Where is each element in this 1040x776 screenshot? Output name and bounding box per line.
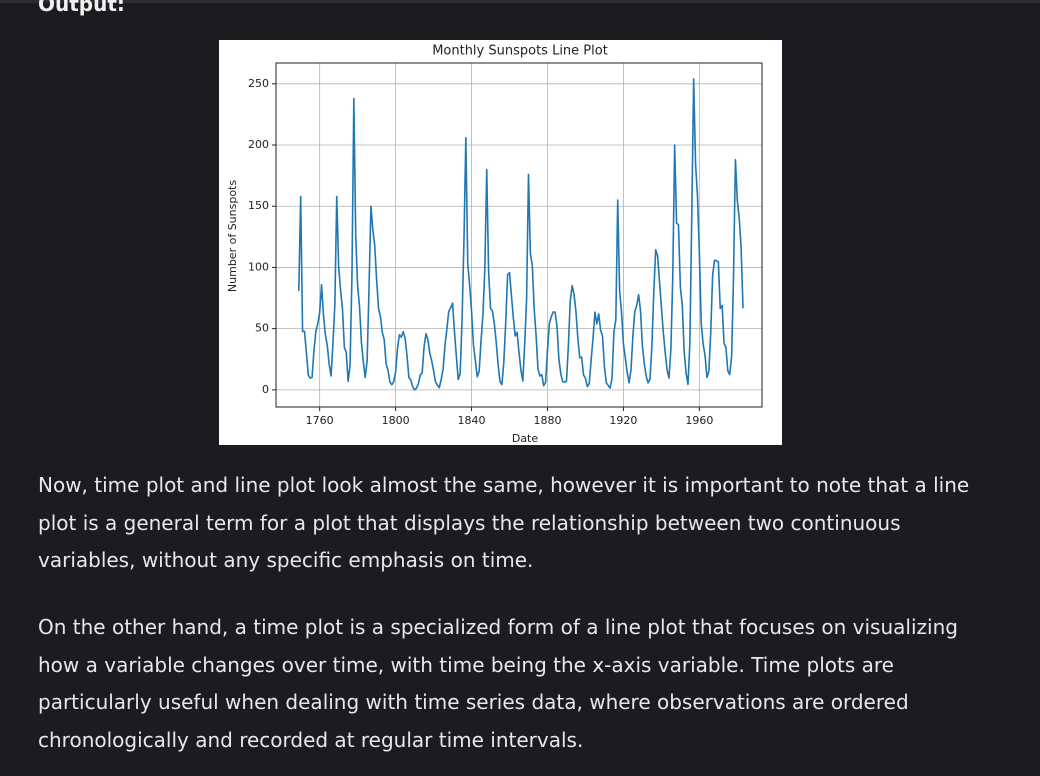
y-tick-label: 150 [248,199,269,212]
x-tick-label: 1880 [533,414,561,427]
y-tick-label: 50 [255,322,269,335]
y-tick-label: 200 [248,138,269,151]
x-tick-label: 1800 [382,414,410,427]
x-axis-label: Date [512,432,539,445]
y-axis-label: Number of Sunspots [226,180,239,292]
x-tick-label: 1840 [458,414,486,427]
heading: Output: [38,0,125,16]
plot-frame [275,62,763,408]
paragraph: Now, time plot and line plot look almost… [38,473,970,572]
y-tick-label: 100 [248,260,269,273]
chart-title: Monthly Sunspots Line Plot [432,44,608,59]
y-tick-label: 0 [262,383,269,396]
x-tick-label: 1960 [685,414,713,427]
paragraph: On the other hand, a time plot is a spec… [38,615,958,752]
y-tick-label: 250 [248,77,269,90]
chart: Monthly Sunspots Line Plot Date Number o… [219,40,782,445]
chart-background [219,40,782,445]
data-line [297,78,744,391]
x-tick-label: 1920 [609,414,637,427]
top-bar [0,0,1040,3]
x-tick-label: 1760 [306,414,334,427]
